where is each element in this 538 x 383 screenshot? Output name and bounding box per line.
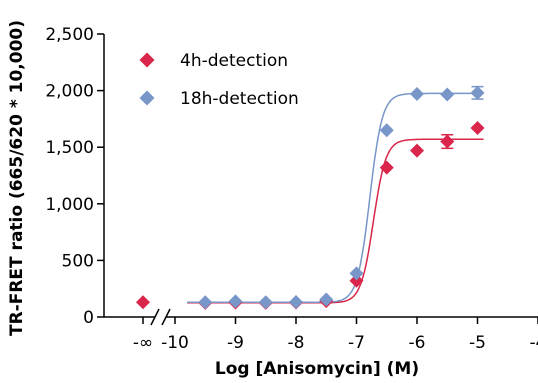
y-tick-label: 0: [83, 308, 94, 328]
legend: 4h-detection 18h-detection: [139, 51, 299, 109]
data-point-18h-detection: [379, 123, 394, 138]
data-point-4h-detection: [349, 273, 364, 288]
fit-curves: [187, 92, 484, 304]
data-point-4h-detection: [410, 143, 424, 158]
x-tick-label: -10: [161, 333, 189, 353]
data-point-4h-detection: [136, 295, 150, 310]
x-axis-title: Log [Anisomycin] (M): [215, 359, 419, 379]
x-tick-label: -7: [348, 333, 365, 353]
data-point-4h-detection: [440, 134, 455, 149]
legend-label: 4h-detection: [180, 51, 288, 71]
x-axis-break-mark: [161, 308, 171, 326]
x-tick-label: -8: [288, 333, 305, 353]
data-points: [136, 85, 485, 310]
x-tick-label: -6: [409, 333, 426, 353]
legend-marker-18h-detection: [139, 90, 155, 106]
data-point-18h-detection: [228, 294, 243, 309]
x-tick-label: -9: [227, 333, 244, 353]
data-point-18h-detection: [198, 295, 213, 310]
data-point-18h-detection: [319, 292, 334, 307]
y-tick-label: 2,000: [45, 82, 94, 102]
data-point-18h-detection: [258, 295, 273, 310]
x-tick-label: -5: [469, 333, 486, 353]
y-tick-label: 2,500: [45, 25, 94, 45]
data-point-18h-detection: [440, 87, 455, 102]
legend-label: 18h-detection: [180, 89, 299, 109]
data-point-18h-detection: [289, 294, 303, 309]
data-point-18h-detection: [470, 85, 485, 100]
axes: 0 500 1,000 1,500 2,000 2,500 -∞ -10 -9 -8 -7 -6 -5 -…: [45, 25, 538, 353]
y-tick-label: 1,500: [45, 138, 94, 158]
legend-marker-4h-detection: [139, 52, 155, 68]
y-tick-label: 1,000: [45, 195, 94, 215]
fit-curve-4h-detection: [187, 138, 484, 304]
y-axis-title: TR-FRET ratio (665/620 * 10,000): [7, 20, 27, 336]
data-point-4h-detection: [379, 160, 394, 175]
data-point-18h-detection: [410, 86, 424, 101]
x-tick-label: -4: [530, 333, 538, 353]
data-point-4h-detection: [470, 120, 485, 135]
data-point-18h-detection: [349, 266, 364, 281]
x-tick-label: -∞: [133, 333, 153, 353]
x-axis-break-mark: [150, 308, 160, 326]
fit-curve-18h-detection: [187, 92, 484, 304]
y-tick-label: 500: [62, 251, 94, 271]
